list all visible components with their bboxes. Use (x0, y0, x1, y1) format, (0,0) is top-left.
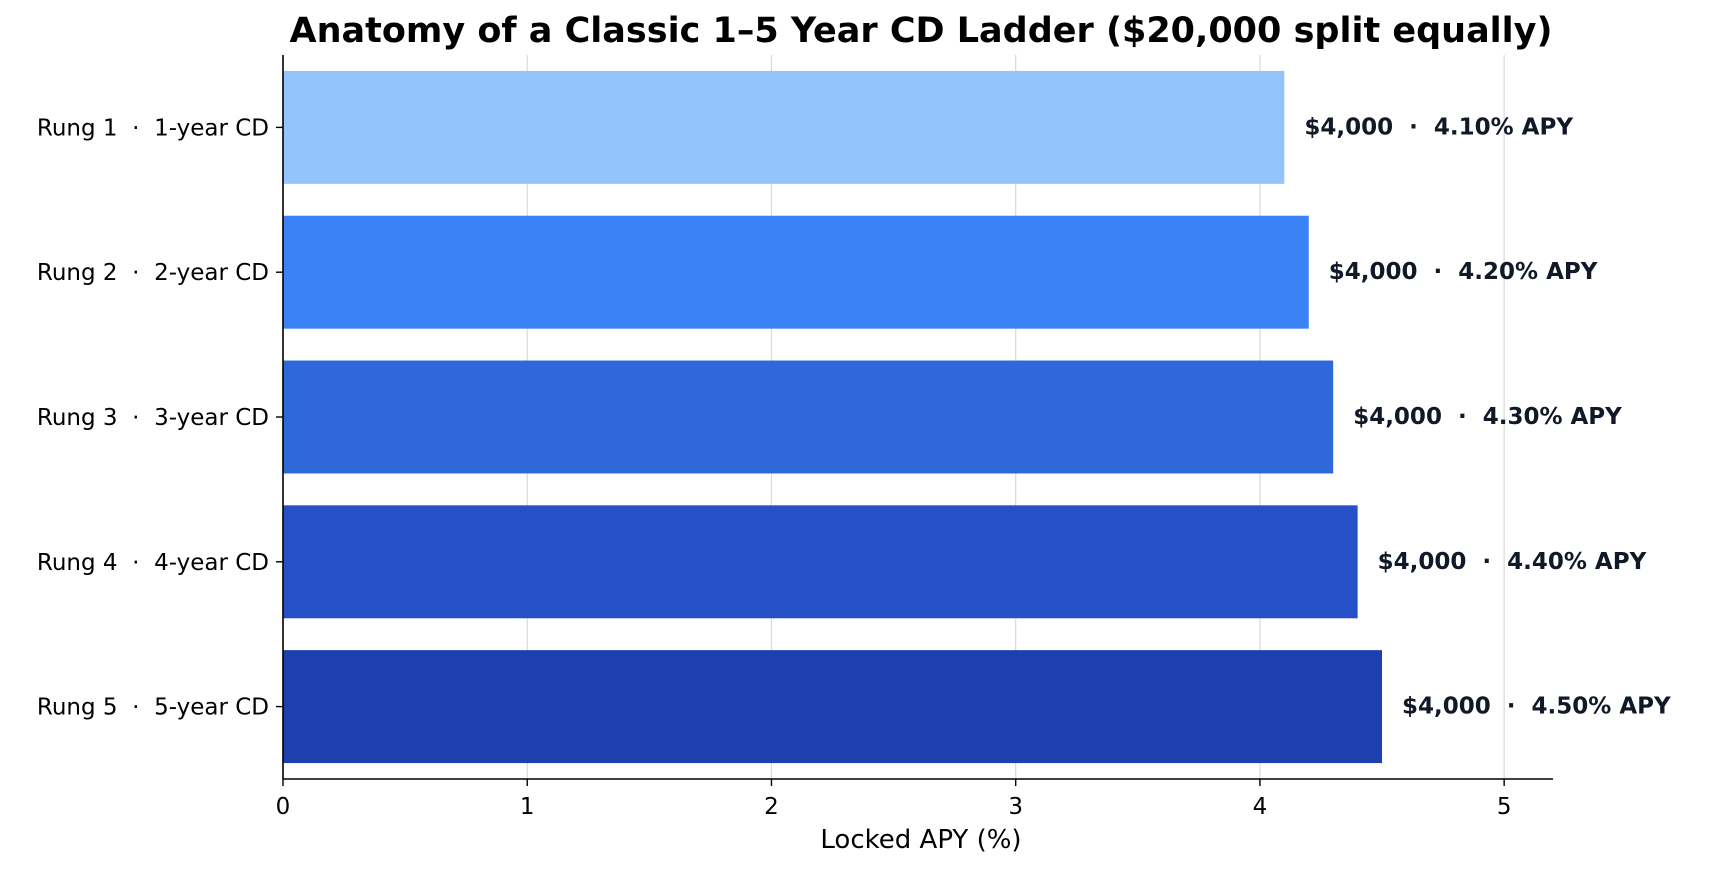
y-tick-label: Rung 1 · 1-year CD (37, 115, 269, 141)
bar-rung-3 (283, 360, 1334, 474)
data-label: $4,000 · 4.50% APY (1402, 694, 1671, 720)
data-label: $4,000 · 4.40% APY (1378, 549, 1647, 575)
x-tick-label: 4 (1253, 794, 1268, 820)
bar-rung-1 (283, 70, 1285, 184)
x-tick-label: 5 (1497, 794, 1512, 820)
y-tick-label: Rung 4 · 4-year CD (37, 550, 269, 576)
bar-rung-4 (283, 505, 1358, 619)
bar-rung-2 (283, 215, 1309, 329)
chart-title: Anatomy of a Classic 1–5 Year CD Ladder … (289, 11, 1552, 51)
y-tick-label: Rung 5 · 5-year CD (37, 695, 269, 721)
y-tick-label: Rung 3 · 3-year CD (37, 405, 269, 431)
x-tick-label: 0 (276, 794, 291, 820)
axes (276, 55, 1553, 786)
bars (283, 70, 1383, 764)
data-label: $4,000 · 4.30% APY (1353, 404, 1622, 430)
data-label: $4,000 · 4.20% APY (1329, 259, 1598, 285)
data-label: $4,000 · 4.10% APY (1304, 114, 1573, 140)
y-tick-label: Rung 2 · 2-year CD (37, 260, 269, 286)
x-tick-label: 1 (520, 794, 535, 820)
labels: 0 1 2 3 4 5 Rung 1 · 1-year CD $4,000 · 4.10% A… (37, 114, 1671, 820)
x-tick-label: 2 (764, 794, 779, 820)
x-axis-label: Locked APY (%) (820, 825, 1021, 855)
x-tick-label: 3 (1008, 794, 1023, 820)
bar-rung-5 (283, 650, 1383, 764)
